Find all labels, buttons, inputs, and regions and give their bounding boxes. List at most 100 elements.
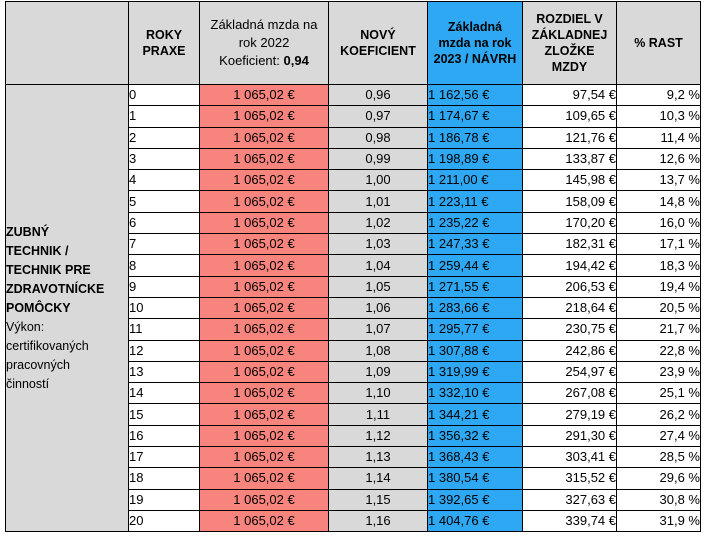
new-salary-cell: 1 259,44 €: [427, 254, 523, 277]
coefficient-cell: 1,12: [328, 424, 428, 448]
years-cell: 13: [128, 360, 200, 384]
coefficient-cell: 1,08: [328, 339, 428, 362]
coefficient-cell: 1,07: [328, 318, 428, 341]
years-cell: 10: [128, 296, 200, 320]
base-salary-cell: 1 065,02 €: [199, 126, 329, 149]
coefficient-cell: 1,03: [328, 233, 428, 256]
header-row: ROKY PRAXE Základná mzda na rok 2022 Koe…: [5, 1, 701, 85]
years-cell: 4: [128, 169, 200, 192]
coefficient-cell: 1,10: [328, 382, 428, 405]
growth-cell: 23,9 %: [616, 360, 701, 384]
coefficient-cell: 1,11: [328, 403, 428, 426]
growth-cell: 16,0 %: [616, 211, 701, 235]
years-cell: 2: [128, 126, 200, 149]
new-salary-cell: 1 174,67 €: [427, 105, 523, 128]
new-salary-cell: 1 198,89 €: [427, 147, 523, 171]
difference-cell: 327,63 €: [522, 488, 617, 511]
category-title: ZUBNÝ TECHNIK / TECHNIK PRE ZDRAVOTNÍCKE…: [6, 224, 105, 315]
base-salary-cell: 1 065,02 €: [199, 233, 329, 256]
base-salary-cell: 1 065,02 €: [199, 339, 329, 362]
coefficient-cell: 1,15: [328, 488, 428, 511]
header-difference: ROZDIEL V ZÁKLADNEJ ZLOŽKE MZDY: [522, 1, 617, 85]
years-cell: 9: [128, 275, 200, 298]
years-cell: 18: [128, 467, 200, 490]
difference-cell: 254,97 €: [522, 360, 617, 384]
growth-cell: 13,7 %: [616, 169, 701, 192]
years-cell: 20: [128, 509, 200, 533]
new-salary-cell: 1 211,00 €: [427, 169, 523, 192]
new-salary-cell: 1 295,77 €: [427, 318, 523, 341]
years-cell: 6: [128, 211, 200, 235]
difference-cell: 230,75 €: [522, 318, 617, 341]
table-row: 13 1 065,02 €1,09 1 319,99 €254,97 €23,9 %: [6, 360, 701, 384]
growth-cell: 30,8 %: [616, 488, 701, 511]
difference-cell: 182,31 €: [522, 233, 617, 256]
growth-cell: 17,1 %: [616, 233, 701, 256]
new-salary-cell: 1 162,56 €: [427, 83, 523, 107]
difference-cell: 133,87 €: [522, 147, 617, 171]
header-years: ROKY PRAXE: [128, 1, 200, 85]
difference-cell: 170,20 €: [522, 211, 617, 235]
new-salary-cell: 1 356,32 €: [427, 424, 523, 448]
growth-cell: 26,2 %: [616, 403, 701, 426]
years-cell: 11: [128, 318, 200, 341]
table-row: 15 1 065,02 €1,11 1 344,21 €279,19 €26,2 %: [6, 403, 701, 426]
new-salary-cell: 1 368,43 €: [427, 446, 523, 469]
years-cell: 1: [128, 105, 200, 128]
base-salary-cell: 1 065,02 €: [199, 509, 329, 533]
base-salary-cell: 1 065,02 €: [199, 424, 329, 448]
header-growth: % RAST: [616, 1, 701, 85]
header-new-salary: Základná mzda na rok 2023 / NÁVRH: [427, 1, 523, 85]
category-description: Výkon: certifikovaných pracovných činnos…: [6, 319, 89, 391]
table-row: 19 1 065,02 €1,15 1 392,65 €327,63 €30,8 %: [6, 488, 701, 511]
difference-cell: 206,53 €: [522, 275, 617, 298]
growth-cell: 27,4 %: [616, 424, 701, 448]
growth-cell: 21,7 %: [616, 318, 701, 341]
new-salary-cell: 1 319,99 €: [427, 360, 523, 384]
base-salary-cell: 1 065,02 €: [199, 488, 329, 511]
growth-cell: 22,8 %: [616, 339, 701, 362]
growth-cell: 29,6 %: [616, 467, 701, 490]
new-salary-cell: 1 332,10 €: [427, 382, 523, 405]
coefficient-cell: 1,04: [328, 254, 428, 277]
coefficient-cell: 1,02: [328, 211, 428, 235]
base-salary-cell: 1 065,02 €: [199, 318, 329, 341]
header-base-salary: Základná mzda na rok 2022 Koeficient: 0,…: [199, 1, 329, 85]
new-salary-cell: 1 235,22 €: [427, 211, 523, 235]
coefficient-cell: 1,00: [328, 169, 428, 192]
new-salary-cell: 1 271,55 €: [427, 275, 523, 298]
coefficient-cell: 0,98: [328, 126, 428, 149]
salary-table: ROKY PRAXE Základná mzda na rok 2022 Koe…: [5, 1, 701, 533]
header-base-salary-label: Základná mzda na rok 2022: [210, 17, 318, 50]
difference-cell: 158,09 €: [522, 190, 617, 213]
difference-cell: 218,64 €: [522, 296, 617, 320]
difference-cell: 303,41 €: [522, 446, 617, 469]
new-salary-cell: 1 404,76 €: [427, 509, 523, 533]
base-salary-cell: 1 065,02 €: [199, 105, 329, 128]
difference-cell: 291,30 €: [522, 424, 617, 448]
years-cell: 15: [128, 403, 200, 426]
coefficient-cell: 1,14: [328, 467, 428, 490]
new-salary-cell: 1 223,11 €: [427, 190, 523, 213]
difference-cell: 279,19 €: [522, 403, 617, 426]
coefficient-cell: 0,97: [328, 105, 428, 128]
difference-cell: 315,52 €: [522, 467, 617, 490]
growth-cell: 9,2 %: [616, 83, 701, 107]
base-salary-cell: 1 065,02 €: [199, 83, 329, 107]
coefficient-cell: 0,96: [328, 83, 428, 107]
table-row: ZUBNÝ TECHNIK / TECHNIK PRE ZDRAVOTNÍCKE…: [5, 83, 701, 533]
years-cell: 8: [128, 254, 200, 277]
base-salary-cell: 1 065,02 €: [199, 446, 329, 469]
table-row: 11 1 065,02 €1,07 1 295,77 €230,75 €21,7 %: [6, 318, 701, 341]
new-salary-cell: 1 392,65 €: [427, 488, 523, 511]
difference-cell: 194,42 €: [522, 254, 617, 277]
new-salary-cell: 1 344,21 €: [427, 403, 523, 426]
new-salary-cell: 1 380,54 €: [427, 467, 523, 490]
header-category: [5, 1, 129, 85]
difference-cell: 242,86 €: [522, 339, 617, 362]
